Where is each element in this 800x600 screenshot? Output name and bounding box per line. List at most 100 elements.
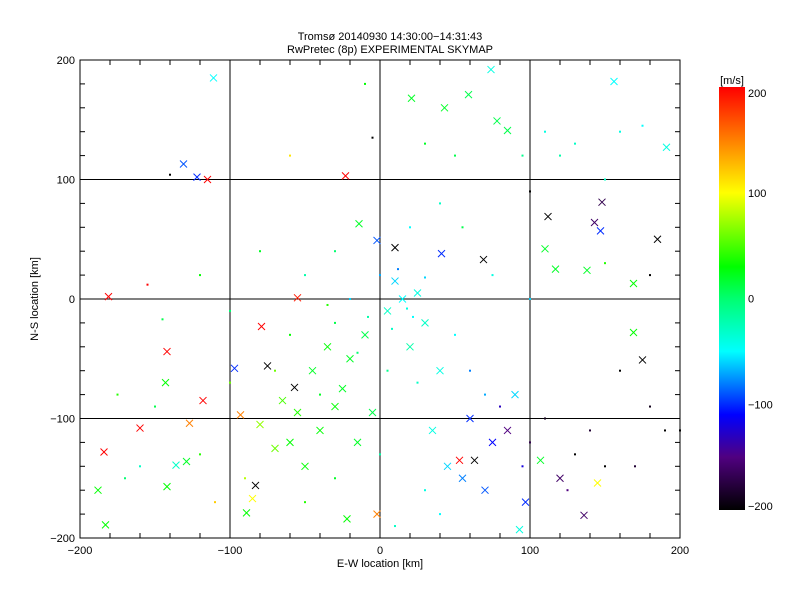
x-tick-label: −200 — [68, 545, 93, 557]
cross-stroke — [323, 342, 332, 351]
cross-marker — [629, 328, 638, 337]
dot-marker — [529, 441, 531, 444]
cross-marker — [481, 486, 489, 495]
cross-stroke — [536, 456, 545, 465]
dot-marker — [649, 405, 651, 408]
cross-stroke — [179, 160, 188, 168]
cross-marker — [398, 295, 407, 303]
cross-marker — [263, 362, 272, 370]
dot-marker — [304, 274, 306, 277]
dot-marker — [416, 381, 419, 384]
cross-stroke — [193, 173, 201, 181]
cross-stroke — [556, 474, 564, 483]
cross-stroke — [436, 366, 444, 375]
dot-marker — [371, 136, 374, 139]
cross-marker — [458, 474, 467, 483]
cross-stroke — [136, 424, 144, 432]
cross-marker — [193, 173, 201, 181]
cross-stroke — [242, 509, 251, 517]
dot-marker — [146, 283, 149, 286]
x-axis-label: E-W location [km] — [337, 558, 423, 570]
dot-marker — [356, 351, 359, 354]
dot-marker — [424, 142, 426, 145]
cross-marker — [556, 474, 564, 483]
cross-stroke — [248, 494, 257, 503]
colorbar-ticks: 200 100 0 −100 −200 — [748, 88, 773, 513]
cross-stroke — [100, 448, 108, 456]
colorbar — [719, 87, 745, 510]
cross-marker — [440, 103, 449, 112]
dot-marker — [397, 268, 399, 271]
dot-marker — [424, 489, 426, 492]
cross-marker — [341, 172, 350, 180]
cross-stroke — [316, 426, 324, 435]
dot-marker — [274, 369, 276, 372]
y-tick-label: 100 — [57, 175, 75, 187]
cross-marker — [209, 74, 218, 82]
dot-marker — [199, 453, 201, 456]
colorbar-tick-label: −100 — [748, 399, 773, 411]
cross-marker — [242, 509, 251, 517]
cross-stroke — [308, 366, 317, 375]
cross-stroke — [398, 295, 407, 303]
cross-marker — [407, 94, 416, 103]
dot-marker — [229, 309, 231, 312]
cross-stroke — [94, 486, 102, 495]
x-tick-label: 0 — [377, 545, 383, 557]
dot-marker — [334, 321, 336, 324]
cross-marker — [94, 486, 102, 495]
cross-marker — [346, 354, 354, 363]
cross-marker — [331, 402, 339, 411]
cross-stroke — [251, 481, 260, 490]
cross-marker — [598, 198, 606, 207]
cross-marker — [464, 90, 473, 99]
cross-marker — [373, 510, 381, 518]
cross-stroke — [343, 515, 351, 523]
cross-stroke — [230, 364, 239, 373]
cross-marker — [182, 457, 191, 466]
cross-stroke — [503, 426, 512, 435]
dot-marker — [379, 453, 381, 456]
cross-stroke — [598, 198, 606, 207]
cross-marker — [436, 366, 444, 375]
dot-marker — [379, 274, 381, 277]
data-points — [94, 65, 681, 534]
dot-marker — [259, 250, 261, 253]
x-tick-label: −100 — [218, 545, 243, 557]
chart-subtitle: RwPretec (8p) EXPERIMENTAL SKYMAP — [287, 44, 493, 56]
cross-marker — [101, 521, 110, 529]
cross-marker — [361, 330, 369, 339]
cross-stroke — [263, 362, 272, 370]
dot-marker — [116, 393, 119, 396]
cross-stroke — [458, 474, 467, 483]
cross-marker — [256, 420, 264, 429]
cross-marker — [161, 378, 170, 387]
dot-marker — [589, 429, 591, 432]
cross-marker — [391, 243, 399, 252]
cross-stroke — [407, 94, 416, 103]
cross-stroke — [104, 292, 113, 301]
cross-stroke — [346, 354, 354, 363]
cross-marker — [368, 408, 377, 417]
dot-marker — [649, 274, 651, 277]
cross-stroke — [361, 330, 369, 339]
dot-marker — [619, 130, 621, 133]
dot-marker — [214, 501, 216, 504]
dot-marker — [461, 226, 464, 229]
dot-marker — [244, 477, 246, 480]
dot-marker — [409, 226, 411, 229]
cross-stroke — [515, 525, 524, 534]
cross-stroke — [428, 426, 437, 435]
cross-stroke — [541, 244, 549, 253]
cross-stroke — [406, 342, 414, 351]
cross-stroke — [293, 293, 302, 302]
dot-marker — [364, 82, 366, 85]
cross-marker — [343, 515, 351, 523]
cross-marker — [290, 383, 299, 392]
cross-marker — [203, 175, 212, 184]
dot-marker — [529, 298, 531, 300]
cross-marker — [271, 444, 279, 453]
cross-marker — [316, 426, 324, 435]
cross-stroke — [257, 322, 266, 331]
